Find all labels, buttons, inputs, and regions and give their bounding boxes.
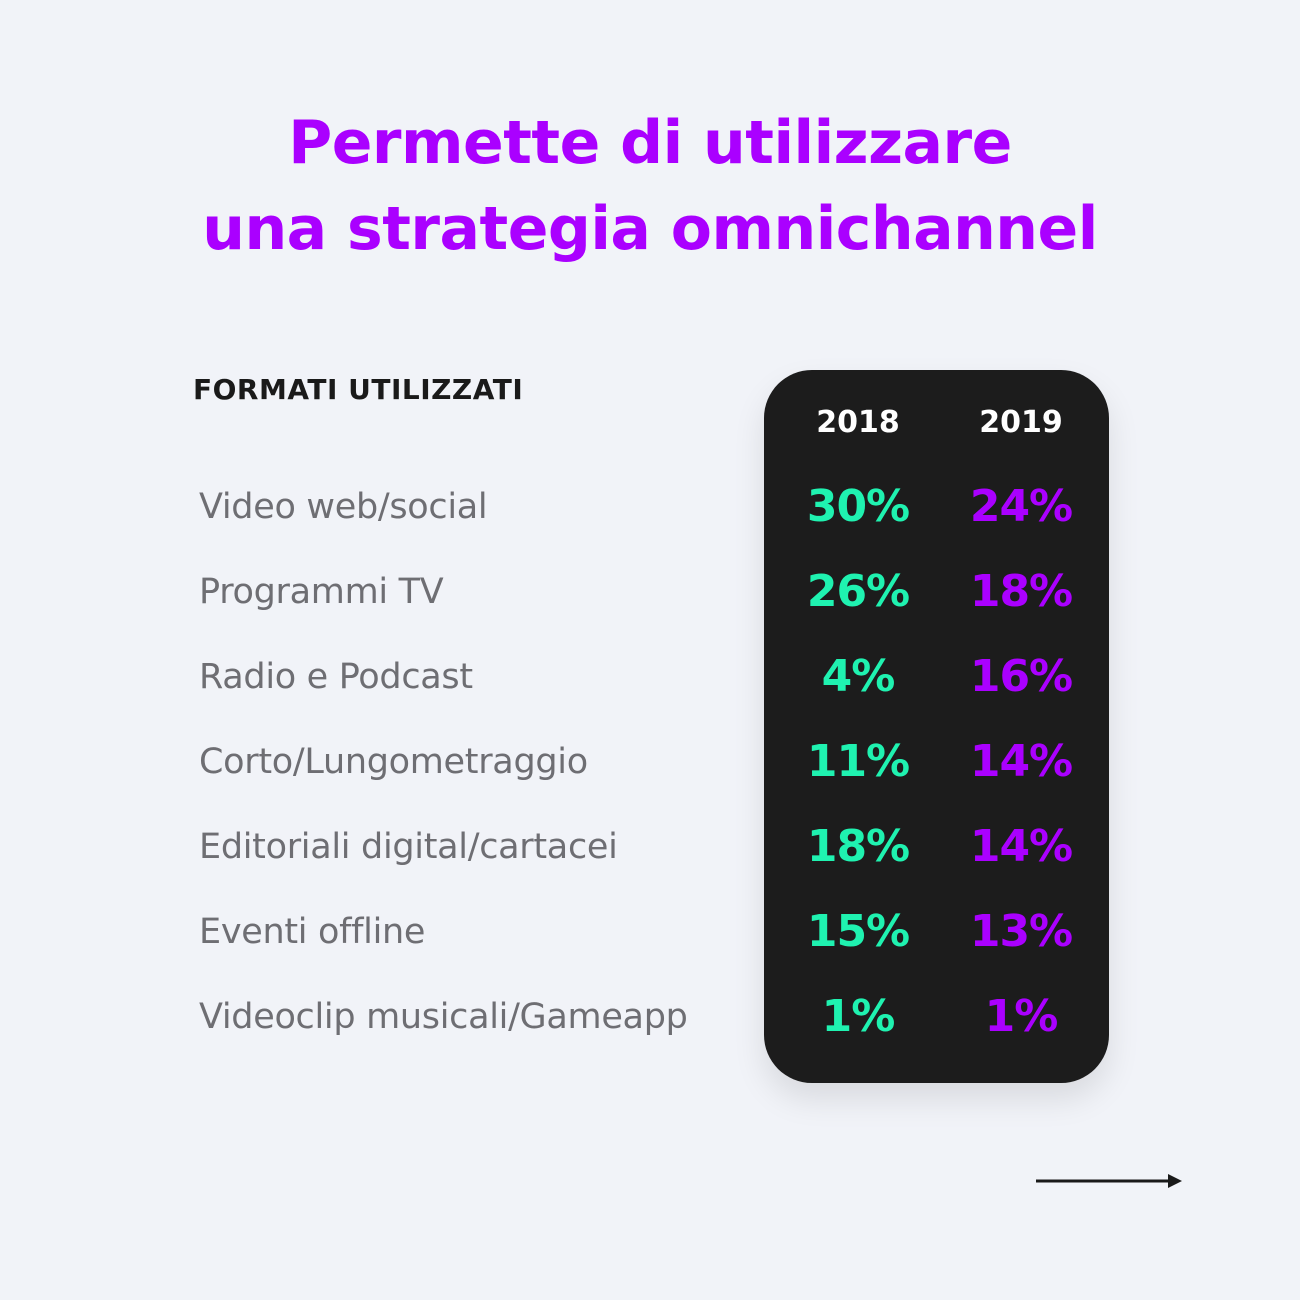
page-title-line-2: una strategia omnichannel — [202, 194, 1098, 264]
page-title: Permette di utilizzare una strategia omn… — [0, 100, 1300, 272]
year-header-2018: 2018 — [816, 405, 900, 440]
value-2018: 15% — [806, 906, 910, 957]
value-2018: 30% — [806, 481, 910, 532]
value-2018: 4% — [821, 651, 896, 702]
format-label: Videoclip musicali/Gameapp — [199, 997, 688, 1037]
value-2019: 16% — [969, 651, 1073, 702]
format-label: Radio e Podcast — [199, 657, 473, 697]
year-header-2019: 2019 — [979, 405, 1063, 440]
format-label: Programmi TV — [199, 572, 444, 612]
value-2018: 1% — [821, 991, 896, 1042]
format-label: Eventi offline — [199, 912, 426, 952]
value-2019: 14% — [969, 736, 1073, 787]
value-2018: 26% — [806, 566, 910, 617]
value-2018: 18% — [806, 821, 910, 872]
value-2019: 13% — [969, 906, 1073, 957]
format-label: Editoriali digital/cartacei — [199, 827, 618, 867]
value-2019: 1% — [984, 991, 1059, 1042]
arrow-head — [1168, 1174, 1182, 1188]
value-2019: 14% — [969, 821, 1073, 872]
arrow-right-icon[interactable] — [1034, 1171, 1184, 1191]
values-panel: 2018 2019 30% 24% 26% 18% 4% 16% 11% 14% 18% 14% 15… — [764, 370, 1109, 1083]
value-2019: 24% — [969, 481, 1073, 532]
value-2019: 18% — [969, 566, 1073, 617]
page-title-line-1: Permette di utilizzare — [288, 108, 1012, 178]
section-label: FORMATI UTILIZZATI — [193, 373, 524, 406]
format-label: Corto/Lungometraggio — [199, 742, 588, 782]
value-2018: 11% — [806, 736, 910, 787]
format-label: Video web/social — [199, 487, 488, 527]
